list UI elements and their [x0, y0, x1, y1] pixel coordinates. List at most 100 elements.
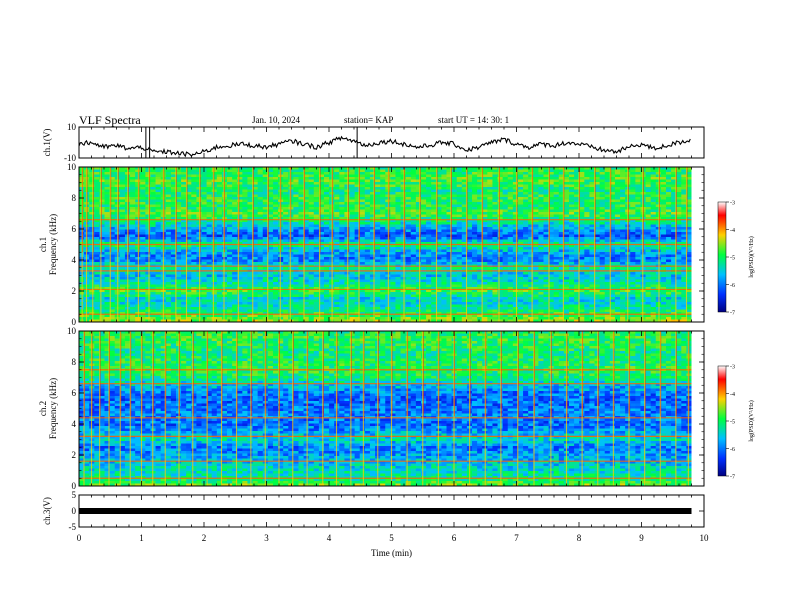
spectrogram-cell	[400, 229, 407, 233]
spectrogram-cell	[451, 214, 458, 218]
spectrogram-cell	[472, 244, 478, 248]
spectrogram-cell	[441, 217, 447, 220]
spectrogram-cell	[227, 224, 233, 228]
spectrogram-cell	[477, 197, 483, 200]
spectrogram-cell	[420, 212, 427, 215]
spectrogram-cell	[614, 202, 621, 205]
spectrogram-cell	[186, 227, 192, 230]
spectrogram-cell	[579, 169, 585, 173]
spectrogram-cell	[369, 252, 376, 255]
spectrogram-cell	[94, 254, 100, 258]
spectrogram-cell	[339, 247, 345, 250]
spectrogram-cell	[94, 237, 100, 240]
spectrogram-cell	[109, 227, 116, 230]
spectrogram-cell	[426, 249, 432, 253]
spectrogram-cell	[584, 202, 590, 205]
spectrogram-cell	[420, 222, 427, 225]
spectrogram-cell	[604, 229, 611, 233]
spectrogram-cell	[517, 179, 524, 183]
spectrogram-cell	[456, 169, 463, 173]
spectrogram-cell	[390, 254, 396, 258]
spectrogram-cell	[660, 204, 667, 208]
spectrogram-cell	[660, 262, 667, 265]
spectrogram-cell	[308, 207, 315, 210]
spectrogram-cell	[170, 229, 177, 233]
spectrogram-cell	[676, 257, 682, 260]
spectrogram-cell	[140, 257, 146, 260]
spectrogram-cell	[477, 207, 483, 210]
spectrogram-cell	[364, 192, 371, 195]
spectrogram-cell	[614, 192, 621, 195]
spectrogram-cell	[339, 237, 345, 240]
spectrogram-cell	[431, 172, 437, 175]
spectrogram-cell	[242, 209, 248, 213]
spectrogram-cell	[313, 182, 320, 185]
spectrogram-cell	[477, 187, 483, 190]
spectrogram-cell	[579, 212, 585, 215]
spectrogram-cell	[441, 257, 447, 260]
spectrogram-cell	[252, 224, 259, 228]
spectrogram-cell	[497, 207, 504, 210]
spectrogram-cell	[563, 197, 570, 200]
spectrogram-cell	[283, 224, 289, 228]
spectrogram-cell	[390, 242, 396, 245]
spectrogram-cell	[507, 212, 514, 215]
spectrogram-cell	[405, 179, 412, 183]
spectrogram-cell	[395, 192, 401, 195]
spectrogram-cell	[517, 247, 524, 250]
spectrogram-cell	[242, 262, 248, 265]
spectrogram-cell	[354, 204, 361, 208]
spectrogram-cell	[533, 177, 539, 180]
spectrogram-cell	[150, 232, 156, 235]
spectrogram-cell	[405, 187, 412, 190]
spectrogram-cell	[553, 202, 560, 205]
spectrogram-cell	[441, 259, 447, 263]
spectrogram-cell	[99, 172, 105, 175]
spectrogram-cell	[671, 177, 677, 180]
spectrogram-cell	[538, 172, 544, 175]
spectrogram-cell	[181, 254, 187, 258]
spectrogram-cell	[686, 254, 692, 258]
spectrogram-cell	[671, 207, 677, 210]
spectrogram-cell	[400, 169, 407, 173]
spectrogram-cell	[211, 212, 218, 215]
spectrogram-cell	[380, 224, 386, 228]
spectrogram-cell	[446, 169, 452, 173]
spectrogram-cell	[272, 189, 279, 193]
spectrogram-cell	[482, 234, 488, 238]
spectrogram-cell	[436, 214, 442, 218]
spectrogram-cell	[614, 187, 621, 190]
spectrogram-cell	[303, 237, 310, 240]
spectrogram-cell	[410, 204, 417, 208]
spectrogram-cell	[354, 214, 361, 218]
spectrogram-cell	[344, 172, 350, 175]
spectrogram-cell	[431, 232, 437, 235]
spectrogram-cell	[466, 172, 473, 175]
spectrogram-cell	[94, 197, 100, 200]
spectrogram-cell	[676, 259, 682, 263]
spectrogram-cell	[89, 199, 95, 203]
spectrogram-cell	[543, 254, 549, 258]
spectrogram-cell	[104, 252, 111, 255]
spectrogram-cell	[181, 219, 187, 223]
spectrogram-cell	[594, 194, 601, 198]
spectrogram-cell	[686, 204, 692, 208]
spectrogram-cell	[512, 252, 519, 255]
spectrogram-cell	[528, 207, 534, 210]
spectrogram-cell	[170, 184, 177, 188]
spectrogram-cell	[650, 247, 657, 250]
spectrogram-cell	[130, 192, 136, 195]
spectrogram-cell	[375, 242, 381, 245]
spectrogram-cell	[349, 254, 356, 258]
spectrogram-cell	[232, 204, 238, 208]
spectrogram-cell	[165, 242, 172, 245]
spectrogram-cell	[487, 189, 493, 193]
spectrogram-cell	[502, 209, 509, 213]
spectrogram-cell	[614, 222, 621, 225]
spectrogram-cell	[221, 267, 228, 270]
spectrogram-cell	[283, 242, 289, 245]
spectrogram-cell	[482, 227, 488, 230]
spectrogram-cell	[574, 199, 580, 203]
spectrogram-cell	[492, 267, 498, 270]
spectrogram-cell	[354, 189, 361, 193]
